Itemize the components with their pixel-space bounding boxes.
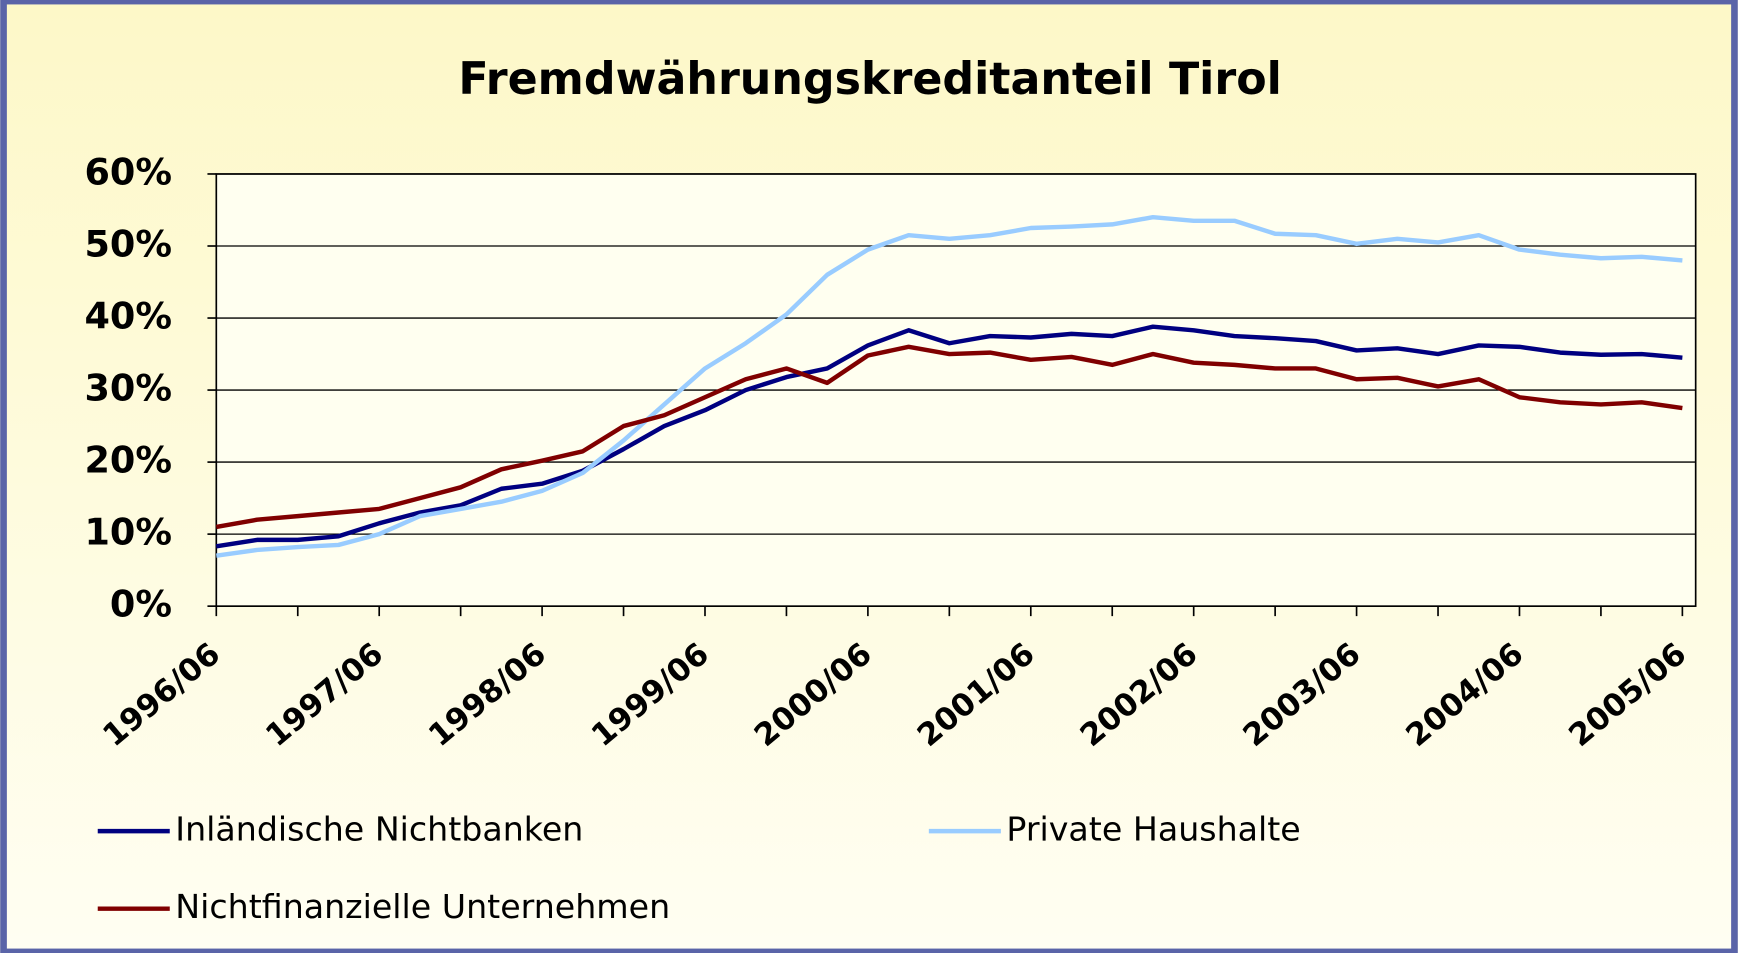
legend-label: Private Haushalte [1006,810,1300,849]
line-series [215,324,1683,549]
line-series [215,344,1683,530]
y-tick-label: 20% [84,439,171,482]
y-tick-label: 0% [110,583,172,626]
y-tick-label: 10% [84,511,171,554]
legend-label: Inländische Nichtbanken [175,810,583,849]
y-tick-label: 40% [84,295,171,338]
y-tick-label: 50% [84,223,171,266]
y-tick-label: 60% [84,150,171,193]
y-tick-label: 30% [84,367,171,410]
legend-label: Nichtfinanzielle Unternehmen [175,887,670,926]
line-series [215,214,1683,558]
chart-title: Fremdwährungskreditanteil Tirol [458,54,1282,105]
